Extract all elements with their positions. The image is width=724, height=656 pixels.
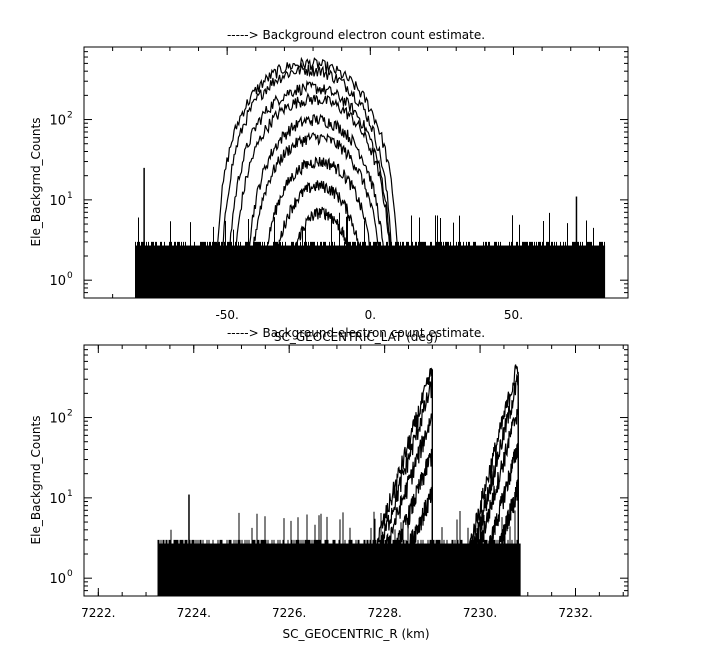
y-tick-label: 10 xyxy=(49,492,66,507)
x-axis-label: SC_GEOCENTRIC_LAT (deg) xyxy=(274,330,438,344)
axes-frame xyxy=(83,46,629,299)
x-tick-label: 50. xyxy=(504,308,523,322)
series-9-line xyxy=(489,479,519,579)
series-7-line xyxy=(264,180,374,281)
chart-panel-radius: -----> Background electron count estimat… xyxy=(29,326,629,641)
series-6-line xyxy=(255,156,382,281)
x-tick-label: 7228. xyxy=(367,606,401,620)
y-tick-exponent: 0 xyxy=(67,569,73,579)
y-tick-label: 10 xyxy=(49,274,66,289)
series-5-line xyxy=(460,364,519,579)
x-tick-label: 7226. xyxy=(272,606,306,620)
noise-band xyxy=(157,543,521,596)
chart-title: -----> Background electron count estimat… xyxy=(227,326,485,340)
series-3-line xyxy=(384,448,433,579)
y-tick-exponent: 2 xyxy=(67,111,73,121)
x-tick-label: 7224. xyxy=(177,606,211,620)
series-1-line xyxy=(369,375,433,579)
series-1-line xyxy=(218,62,397,281)
noise-band xyxy=(135,245,606,298)
y-tick-exponent: 1 xyxy=(67,489,73,499)
y-tick-exponent: 1 xyxy=(67,191,73,201)
y-tick-label: 10 xyxy=(49,412,66,427)
series-5-line xyxy=(244,131,388,281)
series-6-line xyxy=(465,373,519,579)
x-axis-label: SC_GEOCENTRIC_R (km) xyxy=(283,627,430,641)
chart-panel-latitude: -----> Background electron count estimat… xyxy=(29,28,629,344)
series-4-line xyxy=(241,113,391,281)
series-2-line xyxy=(224,79,397,281)
y-tick-label: 10 xyxy=(49,114,66,129)
y-tick-label: 10 xyxy=(49,194,66,209)
y-axis-label: Ele_Backgrnd_Counts xyxy=(29,416,43,545)
chart-title: -----> Background electron count estimat… xyxy=(227,28,485,42)
y-tick-label: 10 xyxy=(49,572,66,587)
series-7-line xyxy=(469,402,519,579)
series-4-line xyxy=(393,485,433,579)
x-tick-label: 7232. xyxy=(558,606,592,620)
x-tick-label: 7230. xyxy=(463,606,497,620)
y-axis-label: Ele_Backgrnd_Counts xyxy=(29,118,43,247)
series-8-line xyxy=(278,206,365,281)
x-tick-label: -50. xyxy=(215,308,238,322)
series-0-line xyxy=(364,367,433,580)
plot-area xyxy=(157,364,521,596)
y-tick-exponent: 0 xyxy=(67,271,73,281)
x-tick-label: 0. xyxy=(365,308,376,322)
axes-frame xyxy=(83,344,629,597)
y-tick-exponent: 2 xyxy=(67,409,73,419)
x-tick-label: 7222. xyxy=(81,606,115,620)
series-8-line xyxy=(479,442,519,579)
plot-area xyxy=(135,56,606,298)
series-0-line xyxy=(212,56,402,281)
series-2-line xyxy=(375,413,433,579)
series-3-line xyxy=(230,92,397,281)
